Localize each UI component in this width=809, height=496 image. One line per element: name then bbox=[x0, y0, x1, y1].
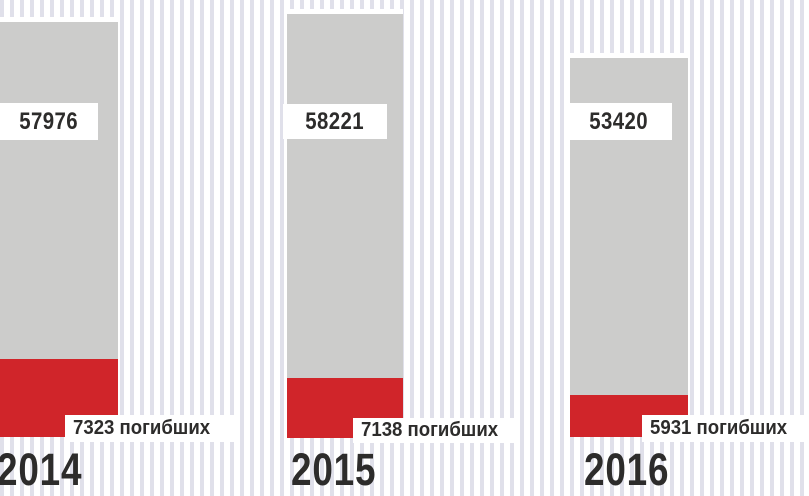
bar-cap-2014 bbox=[0, 17, 118, 22]
deaths-label-box-2014: 7323 погибших bbox=[65, 415, 235, 442]
deaths-value-2014: 7323 погибших bbox=[73, 417, 211, 439]
deaths-label-box-2015: 7138 погибших bbox=[353, 418, 520, 443]
bar-total-2014 bbox=[0, 22, 118, 359]
bar-cap-2015 bbox=[287, 9, 403, 14]
total-label-box-2016: 53420 bbox=[566, 103, 672, 140]
bar-total-2015 bbox=[287, 14, 403, 378]
deaths-value-2015: 7138 погибших bbox=[361, 419, 499, 441]
deaths-label-box-2016: 5931 погибших bbox=[642, 415, 809, 442]
total-value-2016: 53420 bbox=[589, 107, 649, 135]
year-label-2015: 2015 bbox=[291, 444, 377, 495]
year-label-2016: 2016 bbox=[584, 444, 670, 495]
total-label-box-2015: 58221 bbox=[283, 104, 387, 139]
total-value-2014: 57976 bbox=[19, 107, 79, 135]
bar-cap-2016 bbox=[570, 53, 688, 58]
deaths-value-2016: 5931 погибших bbox=[650, 417, 788, 439]
total-label-box-2014: 57976 bbox=[0, 103, 98, 140]
year-label-2014: 2014 bbox=[0, 444, 83, 495]
total-value-2015: 58221 bbox=[305, 107, 365, 135]
